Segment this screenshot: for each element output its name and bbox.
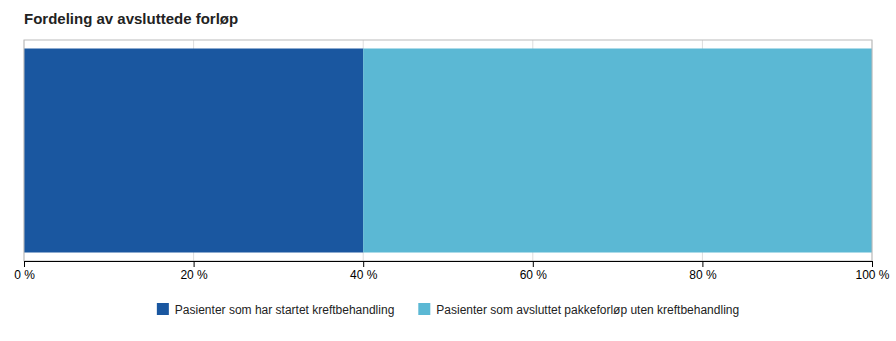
- tick-label: 60 %: [520, 268, 548, 282]
- tick: 80 %: [689, 261, 717, 282]
- tick-label: 100 %: [855, 268, 889, 282]
- legend-swatch: [157, 303, 169, 315]
- legend-item: Pasienter som har startet kreftbehandlin…: [157, 303, 394, 317]
- bar: [363, 49, 872, 253]
- chart: Fordeling av avsluttede forløp 0 % 20 % 40 …: [0, 0, 896, 341]
- tick: 20 %: [180, 261, 208, 282]
- tick-mark: [872, 261, 873, 267]
- tick-label: 80 %: [689, 268, 717, 282]
- legend-item: Pasienter som avsluttet pakkeforløp uten…: [418, 303, 739, 317]
- plot: 0 % 20 % 40 % 60 % 80 % 100 %: [14, 40, 890, 282]
- plot-frame: [24, 40, 872, 261]
- x-axis: 0 % 20 % 40 % 60 % 80 % 100 %: [14, 261, 890, 282]
- legend-label: Pasienter som har startet kreftbehandlin…: [175, 303, 394, 317]
- axis-line: [25, 262, 873, 268]
- tick-mark: [24, 261, 25, 267]
- series: [363, 49, 872, 253]
- tick: 100 %: [855, 261, 889, 282]
- bar: [24, 49, 363, 253]
- bars: [24, 49, 872, 253]
- grid: [24, 40, 872, 261]
- tick-mark: [194, 261, 195, 267]
- tick-mark: [363, 261, 364, 267]
- legend-swatch: [418, 303, 430, 315]
- tick-mark: [702, 261, 703, 267]
- tick-label: 0 %: [14, 268, 35, 282]
- legend-label: Pasienter som avsluttet pakkeforløp uten…: [436, 303, 739, 317]
- tick: 40 %: [350, 261, 378, 282]
- tick-label: 40 %: [350, 268, 378, 282]
- tick: 0 %: [14, 261, 35, 282]
- title: Fordeling av avsluttede forløp: [24, 10, 238, 27]
- tick-label: 20 %: [180, 268, 208, 282]
- series: [24, 49, 363, 253]
- legend: Pasienter som har startet kreftbehandlin…: [157, 303, 739, 317]
- tick: 60 %: [520, 261, 548, 282]
- tick-mark: [533, 261, 534, 267]
